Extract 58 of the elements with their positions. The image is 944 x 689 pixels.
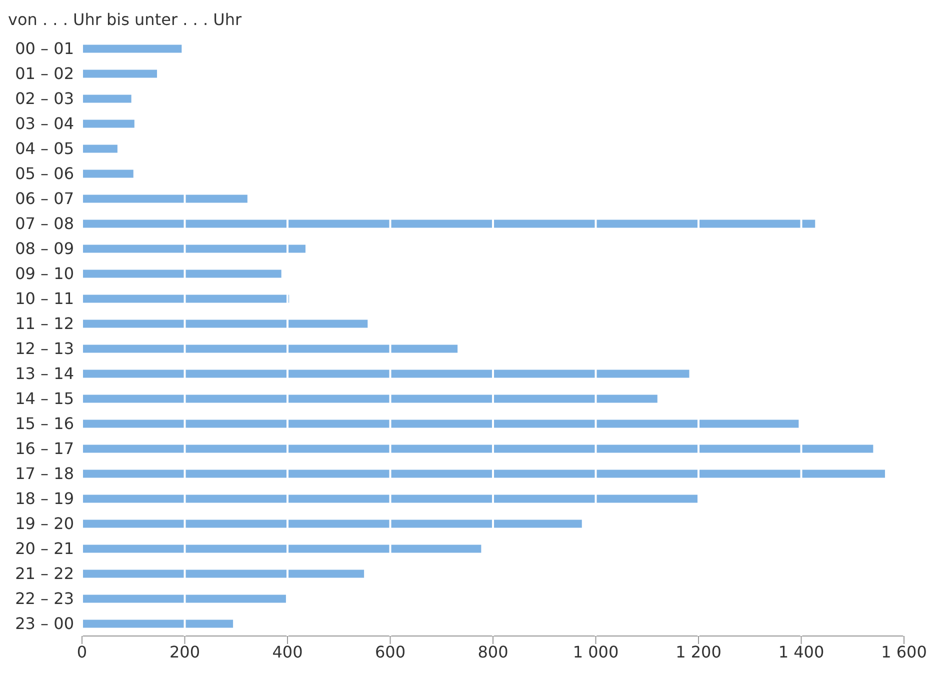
y-tick-label: 20 – 21 bbox=[15, 539, 74, 558]
bar bbox=[82, 620, 234, 628]
y-tick-label: 23 – 00 bbox=[15, 614, 74, 634]
bar bbox=[82, 594, 286, 603]
y-tick-label: 12 – 13 bbox=[15, 339, 74, 358]
y-tick-label: 22 – 23 bbox=[15, 589, 74, 608]
y-tick-label: 10 – 11 bbox=[15, 289, 74, 308]
y-axis-title: von . . . Uhr bis unter . . . Uhr bbox=[8, 10, 242, 29]
bar bbox=[82, 520, 582, 528]
bar bbox=[82, 194, 248, 203]
y-tick-label: 13 – 14 bbox=[15, 364, 74, 384]
bar bbox=[82, 144, 118, 153]
x-tick-label: 800 bbox=[478, 642, 508, 662]
bar bbox=[82, 344, 458, 353]
y-tick-label: 14 – 15 bbox=[15, 389, 74, 408]
bar bbox=[82, 170, 134, 178]
bar bbox=[82, 44, 182, 53]
y-tick-label: 05 – 06 bbox=[15, 164, 74, 184]
bar bbox=[82, 470, 885, 478]
y-tick-label: 07 – 08 bbox=[15, 214, 74, 234]
bar bbox=[82, 244, 306, 253]
bar bbox=[82, 294, 290, 303]
bar bbox=[82, 320, 368, 328]
x-tick-label: 0 bbox=[76, 642, 88, 662]
bar bbox=[82, 394, 658, 403]
x-tick-label: 600 bbox=[374, 642, 406, 662]
y-tick-label: 09 – 10 bbox=[15, 264, 74, 284]
y-tick-label: 17 – 18 bbox=[15, 464, 74, 484]
y-tick-label: 08 – 09 bbox=[15, 239, 74, 258]
x-tick-label: 1 200 bbox=[676, 642, 722, 662]
y-tick-label: 16 – 17 bbox=[15, 439, 74, 458]
x-tick-label: 400 bbox=[272, 642, 303, 662]
y-tick-label: 04 – 05 bbox=[15, 139, 74, 158]
y-tick-label: 06 – 07 bbox=[15, 189, 74, 208]
y-tick-label: 11 – 12 bbox=[15, 314, 74, 334]
bar bbox=[82, 70, 158, 78]
y-tick-label: 01 – 02 bbox=[15, 64, 74, 84]
bar bbox=[82, 220, 816, 228]
y-tick-label: 15 – 16 bbox=[15, 414, 74, 434]
bar bbox=[82, 494, 700, 503]
x-tick-label: 1 600 bbox=[881, 642, 927, 662]
x-tick-label: 200 bbox=[169, 642, 200, 662]
y-tick-label: 03 – 04 bbox=[15, 114, 74, 134]
x-tick-label: 1 400 bbox=[778, 642, 824, 662]
bar bbox=[82, 370, 690, 378]
bar bbox=[82, 444, 874, 453]
bar bbox=[82, 420, 799, 428]
bar bbox=[82, 570, 364, 578]
bar bbox=[82, 544, 482, 553]
y-tick-label: 02 – 03 bbox=[15, 89, 74, 108]
y-tick-label: 19 – 20 bbox=[15, 514, 74, 534]
x-tick-label: 1 000 bbox=[572, 642, 619, 662]
bar bbox=[82, 270, 282, 278]
y-tick-label: 00 – 01 bbox=[15, 39, 74, 58]
y-tick-label: 21 – 22 bbox=[15, 564, 74, 584]
y-tick-label: 18 – 19 bbox=[15, 489, 74, 508]
bar bbox=[82, 120, 134, 128]
bar bbox=[82, 94, 132, 103]
